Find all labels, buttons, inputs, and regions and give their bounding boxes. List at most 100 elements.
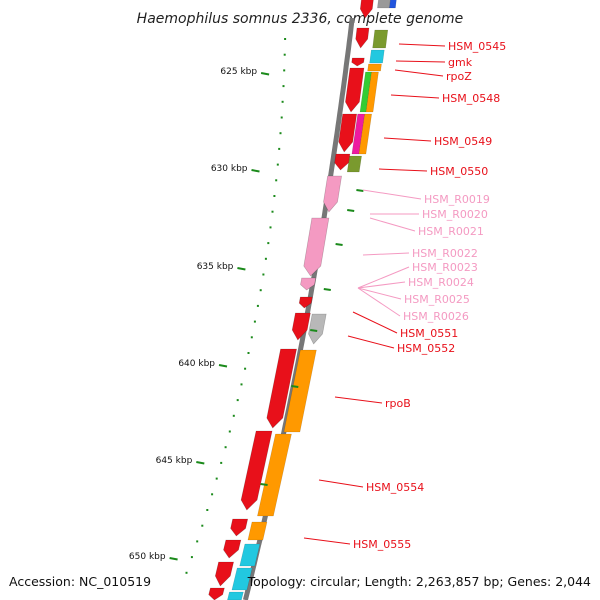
map-title: Haemophilus somnus 2336, complete genome [137,11,464,27]
gc-dot [276,163,279,166]
category-bar [358,113,372,155]
feature-mark [323,288,331,291]
gc-dot [278,147,281,150]
label-leader-line [394,69,444,77]
scale-tick [260,72,270,76]
gc-dot [273,195,276,197]
scale-tick [251,169,260,173]
scale-tick [218,364,228,368]
label-leader-line [383,137,432,142]
gc-dot [283,53,286,56]
feature-marks [260,189,364,486]
gc-dot [196,540,199,543]
scale-tick [237,267,246,271]
gc-dot [282,85,285,88]
category-bar [346,155,362,173]
label-leader-line [398,43,446,47]
gene-arrow [359,0,374,19]
scale-tick-label: 640 kbp [178,359,215,369]
gene-label-hsm-r0022: HSM_R0022 [412,247,478,260]
scale-tick [196,461,205,465]
category-bar [257,433,292,517]
gc-dot [190,556,193,559]
gene-label-gmk: gmk [448,56,473,69]
category-bar [369,49,385,64]
gc-dot [228,430,231,433]
gc-dot [281,100,284,103]
category-bar [247,521,268,541]
label-leader-line [369,217,416,232]
category-bar [231,567,253,591]
feature-mark [310,329,318,332]
genome-summary-text: Topology: circular; Length: 2,263,857 bp… [247,574,591,589]
gc-dot [206,509,209,511]
gene-arrow [351,57,365,67]
category-bar [367,63,382,72]
label-leader-line [357,266,410,289]
feature-mark [260,483,268,486]
gene-label-hsm-0554: HSM_0554 [366,481,424,494]
feature-mark [335,243,343,246]
gene-arrow [223,539,242,559]
label-leader-line [352,311,398,334]
gc-dot [220,461,223,464]
accession-text: Accession: NC_010519 [9,574,151,589]
gc-dot [240,383,243,386]
gene-arrow [334,153,351,171]
category-bar [283,349,317,433]
gene-arrow [214,561,234,587]
gene-label-hsm-0545: HSM_0545 [448,40,506,53]
feature-mark [347,209,355,212]
gene-label-hsm-0551: HSM_0551 [400,327,458,340]
gene-label-hsm-r0019: HSM_R0019 [424,193,490,206]
gc-dot [215,477,218,480]
feature-mark [356,189,364,192]
gc-dot [259,289,262,292]
label-leader-line [357,287,402,300]
category-bar [239,543,261,567]
gene-label-hsm-0555: HSM_0555 [353,538,411,551]
gene-features [208,0,374,600]
gene-arrow [208,587,225,600]
gene-label-rpoz: rpoZ [446,70,472,83]
gene-label-hsm-0552: HSM_0552 [397,342,455,355]
label-leader-line [334,396,383,404]
pseudo-arrow [308,313,327,345]
gc-dot [267,242,270,245]
rna-arrow [303,217,330,277]
gc-dot [256,304,259,307]
gc-dot [271,210,274,213]
label-leader-line [390,94,440,99]
gene-arrow [266,348,297,429]
gc-dot [236,399,239,402]
gc-dot [269,226,272,229]
gc-dot [224,446,227,449]
gc-dot [262,273,265,276]
gc-dot [244,367,247,370]
gene-label-rpob: rpoB [385,397,411,410]
gene-label-hsm-r0024: HSM_R0024 [408,276,474,289]
label-leader-line [378,168,428,172]
scale-tick-label: 625 kbp [220,67,257,77]
gc-dot [275,179,278,182]
category-bar [377,0,391,9]
gc-dot [279,132,282,135]
category-bar [227,591,244,600]
gc-dot [232,414,235,417]
gc-dot [211,493,214,496]
category-bars [227,0,397,600]
gene-label-hsm-0549: HSM_0549 [434,135,492,148]
gc-dot [201,524,204,527]
feature-mark [291,385,299,388]
scale-ticks: 625 kbp 630 kbp 635 kbp 640 kbp 645 kbp 650 k… [129,67,270,562]
gene-label-hsm-0548: HSM_0548 [442,92,500,105]
scale-tick-label: 630 kbp [211,164,248,174]
gene-label-hsm-r0021: HSM_R0021 [418,225,484,238]
gene-arrow [230,518,249,537]
gene-arrow [240,430,273,511]
label-leader-line [318,479,364,488]
gc-dot [250,336,253,339]
gene-arrow [345,67,365,113]
